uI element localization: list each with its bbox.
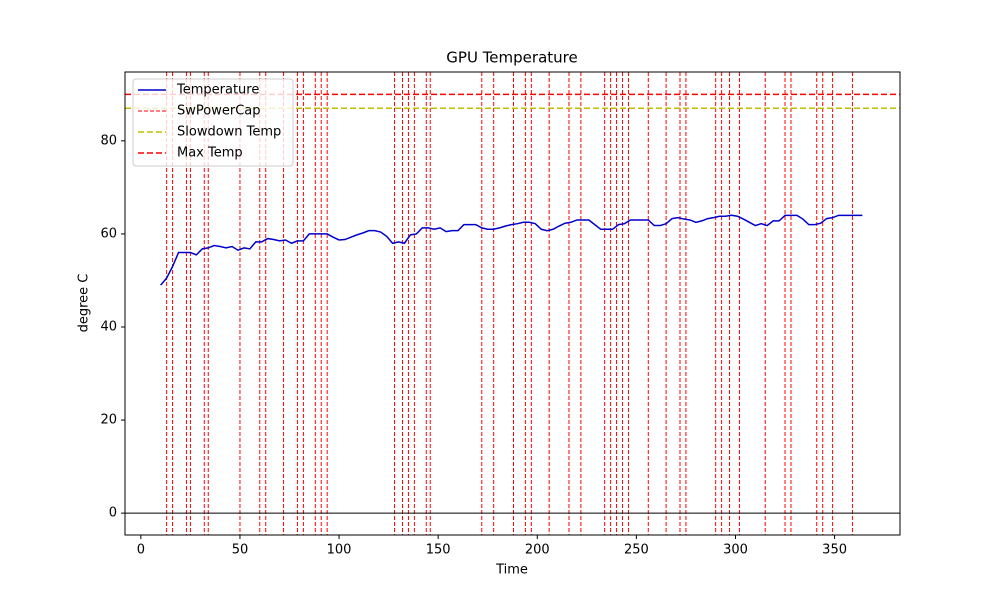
x-tick-label: 250	[624, 543, 649, 558]
x-tick-label: 50	[232, 543, 249, 558]
legend: Temperature SwPowerCap Slowdown Temp Max Te…	[132, 78, 294, 167]
plot-area	[125, 72, 900, 535]
legend-label: Max Temp	[177, 146, 243, 161]
y-axis-label: degree C	[77, 274, 92, 333]
y-tick-label: 0	[109, 506, 117, 521]
y-tick-label: 80	[100, 133, 117, 148]
x-tick-label: 0	[137, 543, 145, 558]
x-tick-label: 200	[525, 543, 550, 558]
legend-label: Temperature	[176, 83, 259, 98]
legend-box	[132, 78, 294, 167]
temperature-line	[160, 214, 863, 286]
x-tick-label: 350	[822, 543, 847, 558]
y-tick-label: 40	[100, 319, 117, 334]
legend-label: SwPowerCap	[177, 104, 260, 119]
y-tick-label: 60	[100, 226, 117, 241]
chart-title: GPU Temperature	[446, 49, 577, 67]
x-tick-label: 300	[723, 543, 748, 558]
y-tick-label: 20	[100, 413, 117, 428]
x-axis-label: Time	[495, 563, 528, 578]
legend-label: Slowdown Temp	[177, 125, 281, 140]
axes-frame	[124, 71, 901, 536]
x-tick-label: 100	[327, 543, 352, 558]
x-tick-label: 150	[426, 543, 451, 558]
